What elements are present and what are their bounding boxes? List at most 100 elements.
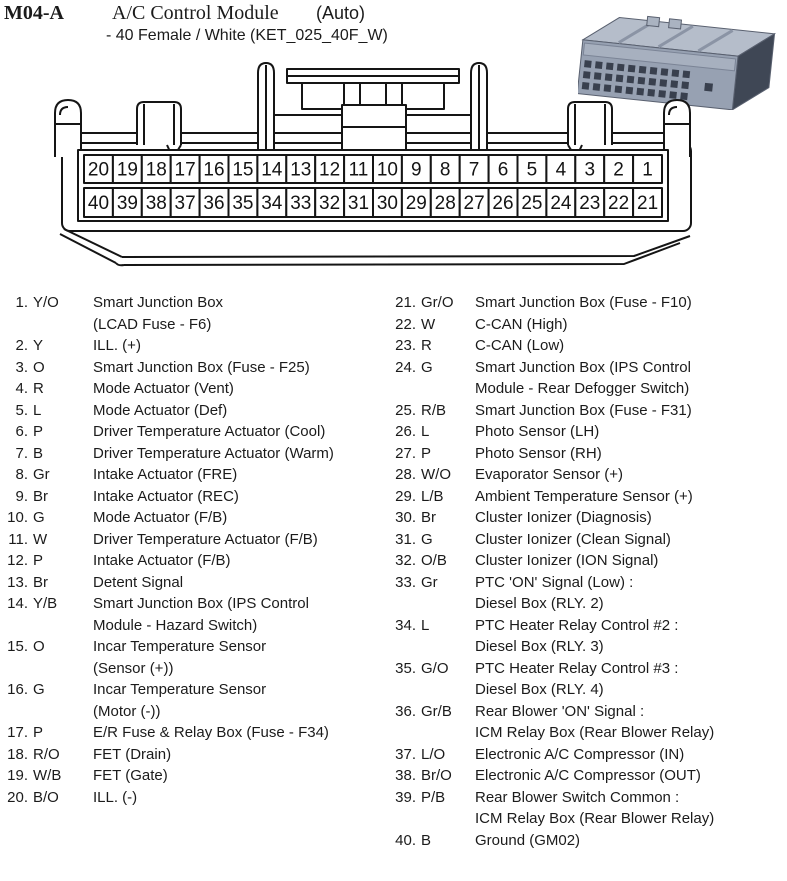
wire-color-code: P — [421, 444, 432, 462]
pin-number: 16. — [7, 681, 28, 698]
pin-label: 7. B — [6, 443, 93, 465]
pin-description-line: Diesel Box (RLY. 3) — [475, 638, 604, 655]
wire-color-code: P — [33, 552, 44, 569]
pin-label: 31. G — [394, 529, 475, 551]
pin-number: 28. — [395, 466, 416, 483]
pin-row: 18. R/O FET (Drain) — [6, 744, 390, 766]
wire-color-code: Gr — [421, 573, 438, 591]
pin-list-left: 1. Y/O Smart Junction Box (LCAD Fuse - F6)… — [6, 292, 390, 808]
pin-description: FET (Drain) — [93, 744, 390, 766]
pin-description-line: (LCAD Fuse - F6) — [93, 315, 212, 333]
pin-row: 14. Y/B Smart Junction Box (IPS Control Mo… — [6, 593, 390, 636]
pin-description: Driver Temperature Actuator (Cool) — [93, 421, 390, 443]
pin-label: 18. R/O — [6, 744, 93, 766]
pin-description: Intake Actuator (FRE) — [93, 464, 390, 486]
wire-color-code: W — [33, 530, 48, 548]
pin-cell-number: 32 — [319, 193, 340, 214]
pin-description-line: Driver Temperature Actuator (Cool) — [93, 423, 326, 440]
pin-cell-number: 14 — [261, 160, 283, 181]
variant-label: (Auto) — [316, 3, 366, 23]
pin-label: 13. Br — [6, 572, 93, 594]
pin-description: Incar Temperature Sensor (Motor (-)) — [93, 679, 390, 722]
pin-cell — [516, 187, 548, 218]
wire-color-code: Y — [33, 337, 44, 354]
pin-label: 4. R — [6, 378, 93, 400]
pin-description-line: Electronic A/C Compressor (IN) — [475, 745, 685, 763]
pin-row: 33. Gr PTC 'ON' Signal (Low) : Diesel Box … — [394, 572, 784, 615]
wire-color-code: B — [421, 831, 432, 849]
pin-cell — [574, 187, 606, 218]
pin-description: C-CAN (High) — [475, 314, 784, 336]
pin-number: 19. — [7, 767, 28, 784]
wire-color-code: L/O — [421, 745, 446, 763]
pin-description: Cluster Ionizer (ION Signal) — [475, 550, 784, 572]
pin-label: 2. Y — [6, 335, 93, 357]
pin-row: 8. Gr Intake Actuator (FRE) — [6, 464, 390, 486]
pin-row: 28. W/O Evaporator Sensor (+) — [394, 464, 784, 486]
wire-color-code: G — [421, 530, 433, 548]
wire-color-code: O — [33, 638, 45, 655]
pin-cell-number: 29 — [406, 193, 427, 214]
pin-number: 32. — [395, 552, 416, 569]
wire-color-code: R — [33, 380, 44, 397]
pin-cell-number: 16 — [203, 160, 224, 181]
pin-row: 24. G Smart Junction Box (IPS Control Modu… — [394, 357, 784, 400]
pin-description-line: FET (Gate) — [93, 767, 168, 784]
pin-description-line: Ground (GM02) — [475, 831, 581, 849]
pin-cell — [140, 154, 172, 184]
pin-number: 18. — [7, 745, 28, 763]
pin-label: 25. R/B — [394, 400, 475, 422]
pin-number: 8. — [15, 466, 28, 483]
pin-cell-number: 36 — [203, 193, 224, 214]
pin-number: 11. — [8, 530, 28, 548]
pin-row: 9. Br Intake Actuator (REC) — [6, 486, 390, 508]
pin-row: 31. G Cluster Ionizer (Clean Signal) — [394, 529, 784, 551]
pin-cell — [256, 187, 288, 218]
pin-description-line: ILL. (-) — [93, 788, 138, 806]
pin-label: 35. G/O — [394, 658, 475, 701]
pin-label: 30. Br — [394, 507, 475, 529]
pin-description-line: Intake Actuator (FRE) — [93, 466, 238, 483]
pin-number: 13. — [7, 573, 28, 591]
pin-description: PTC Heater Relay Control #3 : Diesel Box … — [475, 658, 784, 701]
pin-row: 38. Br/O Electronic A/C Compressor (OUT) — [394, 765, 784, 787]
pin-cell-number: 1 — [642, 160, 653, 181]
pin-number: 1. — [15, 294, 28, 311]
pin-cell — [198, 154, 230, 184]
wire-color-code: G — [33, 509, 45, 526]
wire-color-code: B/O — [33, 788, 59, 806]
right-corner-post — [663, 99, 691, 157]
pin-number: 31. — [395, 530, 416, 548]
pin-description-line: ICM Relay Box (Rear Blower Relay) — [475, 724, 715, 741]
pin-description-line: Cluster Ionizer (Diagnosis) — [475, 509, 652, 526]
wire-color-code: W/B — [33, 767, 62, 784]
pin-label: 34. L — [394, 615, 475, 658]
pin-number: 20. — [7, 788, 28, 806]
pin-row: 39. P/B Rear Blower Switch Common : ICM Re… — [394, 787, 784, 830]
pin-label: 27. P — [394, 443, 475, 465]
pin-row: 34. L PTC Heater Relay Control #2 : Diesel… — [394, 615, 784, 658]
wire-color-code: Y/O — [33, 294, 59, 311]
pin-cell — [632, 154, 663, 184]
pin-cell-number: 33 — [290, 193, 311, 214]
pin-number: 23. — [395, 337, 416, 354]
pin-label: 15. O — [6, 636, 93, 679]
pin-row: 21. Gr/O Smart Junction Box (Fuse - F10) — [394, 292, 784, 314]
pin-cell-number: 39 — [117, 193, 138, 214]
pin-description: PTC 'ON' Signal (Low) : Diesel Box (RLY. … — [475, 572, 784, 615]
pin-row: 16. G Incar Temperature Sensor (Motor (-)) — [6, 679, 390, 722]
pin-description-line: Module - Rear Defogger Switch) — [475, 380, 690, 397]
pin-description: PTC Heater Relay Control #2 : Diesel Box … — [475, 615, 784, 658]
pin-cell — [111, 154, 143, 184]
pin-cell-number: 40 — [88, 193, 109, 214]
pin-number: 40. — [395, 831, 416, 849]
wire-color-code: P — [33, 724, 44, 741]
pin-description-line: FET (Drain) — [93, 745, 172, 763]
pin-description: Smart Junction Box (Fuse - F10) — [475, 292, 784, 314]
pin-description-line: Photo Sensor (LH) — [475, 423, 600, 440]
pin-number: 29. — [395, 487, 416, 505]
pin-description-line: Smart Junction Box — [93, 294, 224, 311]
pin-description-line: Photo Sensor (RH) — [475, 444, 602, 462]
wire-color-code: L — [33, 401, 42, 419]
pin-description-line: Smart Junction Box (Fuse - F25) — [93, 358, 310, 376]
